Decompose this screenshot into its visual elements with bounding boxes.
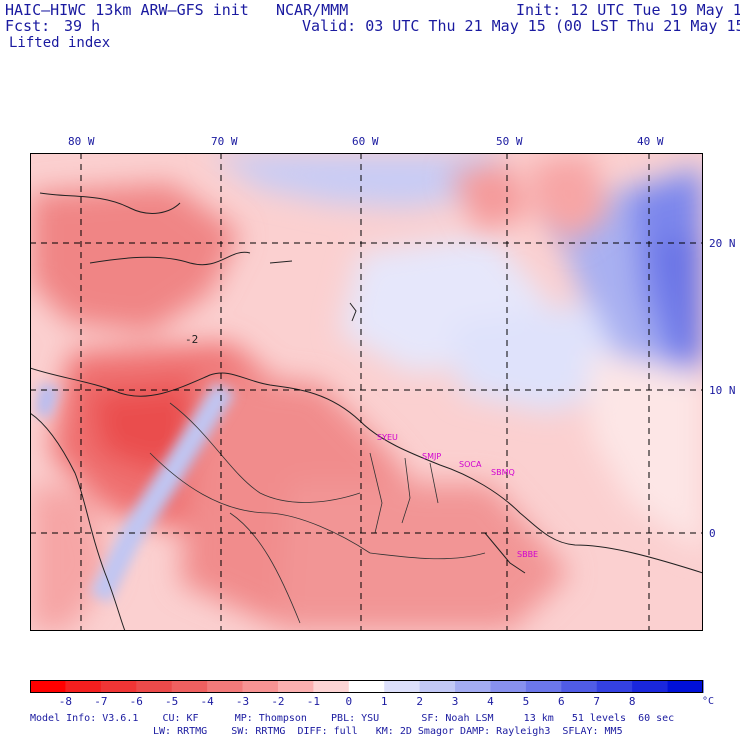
valid-time: Valid: 03 UTC Thu 21 May 15 (00 LST Thu … xyxy=(302,17,740,35)
colorbar-tick-label: 1 xyxy=(381,695,388,708)
stable-ocean-areas xyxy=(210,153,703,553)
station-soca: SOCA xyxy=(459,460,482,469)
colorbar: -8 -7 -6 -5 -4 -3 -2 -1 0 1 2 3 4 5 6 7 8 °C xyxy=(30,680,714,708)
coastlines xyxy=(30,192,703,631)
colorbar-swatches xyxy=(30,680,704,693)
colorbar-tick-label: -5 xyxy=(165,695,178,708)
lat-label-10n: 10 N xyxy=(709,384,736,397)
colorbar-tick-label: 6 xyxy=(558,695,565,708)
model-info-line1: Model Info: V3.6.1 CU: KF MP: Thompson P… xyxy=(30,713,675,724)
colorbar-tick-label: -7 xyxy=(94,695,107,708)
colorbar-swatch xyxy=(455,680,491,693)
graticule xyxy=(30,153,703,631)
map-frame xyxy=(30,153,703,631)
lon-label-70w: 70 W xyxy=(211,135,238,148)
colorbar-swatch xyxy=(419,680,456,693)
colorbar-swatch xyxy=(65,680,102,693)
station-sbmq: SBMQ xyxy=(491,468,515,477)
colorbar-tick-label: -6 xyxy=(130,695,143,708)
colorbar-swatch xyxy=(596,680,633,693)
station-markers: SYEU SMJP SOCA SBMQ SBBE xyxy=(377,433,538,559)
colorbar-tick-label: -1 xyxy=(307,695,320,708)
forecast-label: Fcst: xyxy=(5,17,51,35)
lon-label-40w: 40 W xyxy=(637,135,664,148)
model-info-line2: LW: RRTMG SW: RRTMG DIFF: full KM: 2D Sm… xyxy=(153,726,623,737)
colorbar-unit: °C xyxy=(702,696,714,707)
colorbar-swatch xyxy=(171,680,208,693)
station-syeu: SYEU xyxy=(377,433,398,442)
lifted-index-map: -2 SYEU SMJP SOCA SBMQ SBBE xyxy=(30,153,703,631)
colorbar-tick-label: -3 xyxy=(236,695,249,708)
colorbar-swatch xyxy=(632,680,669,693)
colorbar-tick-label: 4 xyxy=(487,695,494,708)
colorbar-swatch xyxy=(100,680,137,693)
lon-label-80w: 80 W xyxy=(68,135,95,148)
colorbar-swatch xyxy=(525,680,562,693)
colorbar-tick-label: 7 xyxy=(593,695,600,708)
colorbar-tick-label: 2 xyxy=(416,695,423,708)
colorbar-swatch xyxy=(207,680,244,693)
station-sbbe: SBBE xyxy=(517,550,538,559)
colorbar-swatch xyxy=(561,680,598,693)
station-smjp: SMJP xyxy=(422,452,441,461)
andes-stable-band xyxy=(35,383,235,603)
lat-label-eq: 0 xyxy=(709,527,716,540)
colorbar-swatch xyxy=(348,680,385,693)
lon-label-50w: 50 W xyxy=(496,135,523,148)
country-borders xyxy=(149,402,486,624)
colorbar-swatch xyxy=(242,680,279,693)
lat-label-20n: 20 N xyxy=(709,237,736,250)
colorbar-frame xyxy=(30,680,703,693)
colorbar-tick-label: 8 xyxy=(629,695,636,708)
model-title: HAIC–HIWC 13km ARW–GFS init xyxy=(5,1,249,19)
colorbar-tick-label: -2 xyxy=(271,695,284,708)
colorbar-tick-label: -4 xyxy=(200,695,214,708)
colorbar-tick-label: 0 xyxy=(345,695,352,708)
colorbar-swatch xyxy=(490,680,527,693)
init-time: Init: 12 UTC Tue 19 May 15 xyxy=(516,1,740,19)
colorbar-swatch xyxy=(667,680,704,693)
colorbar-swatch xyxy=(384,680,421,693)
lon-label-60w: 60 W xyxy=(352,135,379,148)
colorbar-tick-label: 3 xyxy=(452,695,459,708)
colorbar-labels: -8 -7 -6 -5 -4 -3 -2 -1 0 1 2 3 4 5 6 7 8 xyxy=(59,695,636,708)
colorbar-tick-label: 5 xyxy=(523,695,530,708)
field-name: Lifted index xyxy=(9,35,111,51)
forecast-hour: 39 h xyxy=(64,17,101,35)
org-name: NCAR/MMM xyxy=(276,1,349,19)
colorbar-swatch xyxy=(136,680,173,693)
colorbar-swatch xyxy=(277,680,314,693)
colorbar-swatch xyxy=(313,680,350,693)
colorbar-swatch xyxy=(30,680,66,693)
contour-label: -2 xyxy=(185,333,198,346)
colorbar-tick-label: -8 xyxy=(59,695,72,708)
